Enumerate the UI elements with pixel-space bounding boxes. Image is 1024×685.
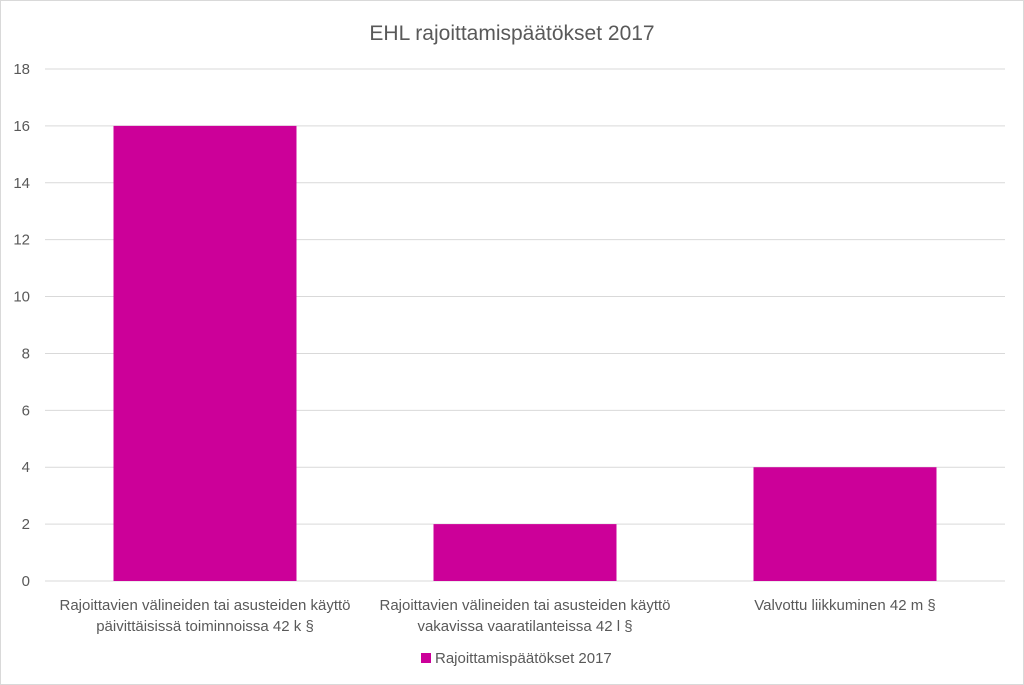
- x-category-label: Rajoittavien välineiden tai asusteiden k…: [59, 597, 350, 614]
- y-tick-label: 12: [13, 232, 30, 249]
- x-category-label: Valvottu liikkuminen 42 m §: [754, 597, 935, 614]
- y-tick-label: 0: [22, 573, 30, 590]
- bars: [113, 125, 937, 581]
- legend: Rajoittamispäätökset 2017: [421, 650, 612, 667]
- y-tick-label: 14: [13, 175, 30, 192]
- y-tick-label: 10: [13, 289, 30, 306]
- bar: [433, 524, 617, 581]
- x-category-label: vakavissa vaaratilanteissa 42 l §: [417, 618, 632, 635]
- y-tick-label: 6: [22, 402, 30, 419]
- y-tick-label: 18: [13, 61, 30, 78]
- y-tick-label: 4: [22, 459, 30, 476]
- y-axis-ticks: 0 2 4 6 8 10 12 14 16 18: [13, 61, 30, 590]
- x-category-label: päivittäisissä toiminnoissa 42 k §: [96, 618, 314, 635]
- y-tick-label: 16: [13, 118, 30, 135]
- x-category-label: Rajoittavien välineiden tai asusteiden k…: [379, 597, 670, 614]
- y-tick-label: 2: [22, 516, 30, 533]
- chart-title: EHL rajoittamispäätökset 2017: [369, 22, 654, 45]
- legend-label: Rajoittamispäätökset 2017: [435, 650, 612, 667]
- legend-swatch: [421, 653, 431, 663]
- bar: [113, 125, 297, 581]
- x-axis-categories: Rajoittavien välineiden tai asusteiden k…: [59, 597, 935, 635]
- y-tick-label: 8: [22, 345, 30, 362]
- bar: [753, 467, 937, 581]
